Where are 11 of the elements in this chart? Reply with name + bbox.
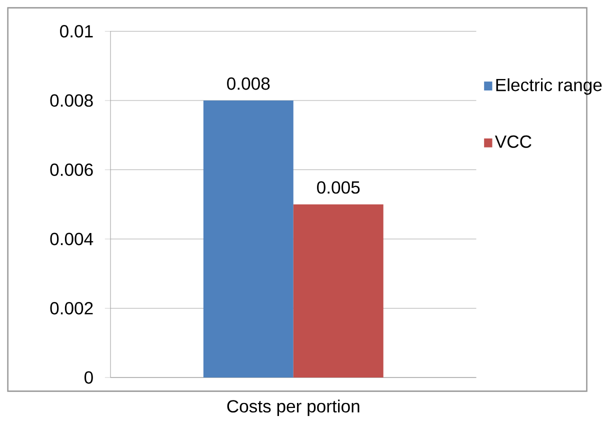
legend-label: Electric range (496, 78, 602, 95)
data-label: 0.008 (227, 77, 270, 90)
y-tick-label: 0.006 (50, 164, 93, 176)
data-label: 0.005 (317, 181, 360, 194)
y-tick-label: 0.002 (50, 302, 93, 315)
y-tick-label: 0.008 (50, 94, 93, 107)
y-tick-label: 0.004 (50, 232, 94, 246)
x-tick-label: Costs per portion (227, 400, 360, 416)
y-tick-label: 0.01 (60, 25, 93, 38)
y-tick-label: 0 (84, 371, 93, 384)
legend-label: VCC (494, 135, 532, 148)
